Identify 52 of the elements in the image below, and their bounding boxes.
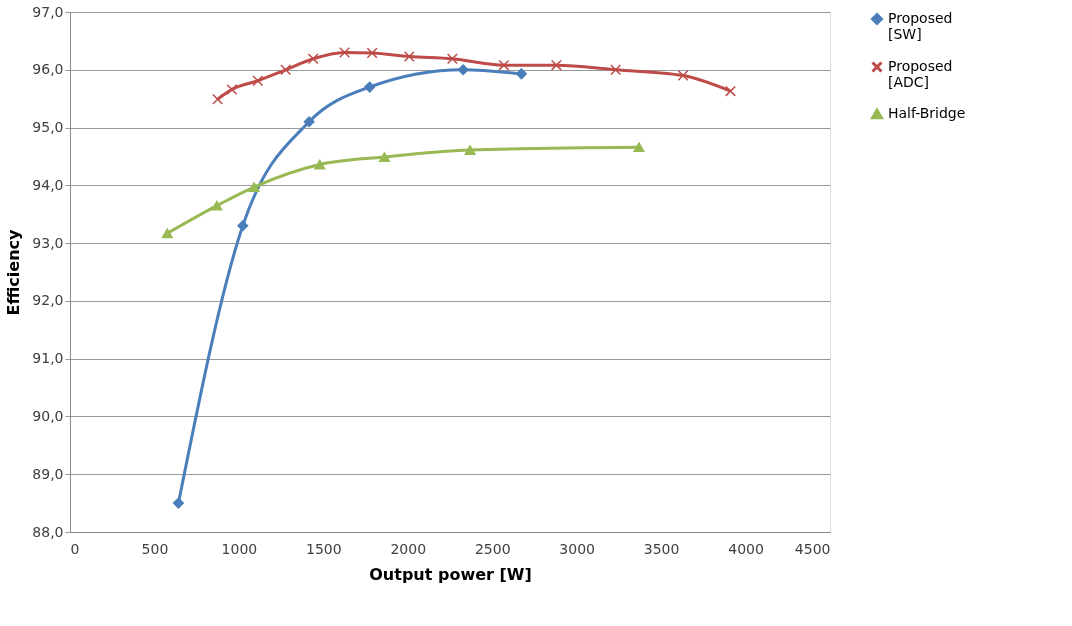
x-tick-label: 0 (70, 540, 80, 557)
x-tick-label: 4500 (794, 540, 831, 557)
y-tick-label: 97,0 (32, 3, 64, 20)
point (378, 152, 390, 162)
x-tick-label: 3500 (643, 540, 680, 557)
point (280, 64, 292, 76)
y-tick-label: 95,0 (32, 119, 64, 136)
legend-label: Proposed [SW] (888, 10, 953, 42)
y-tick-label: 92,0 (32, 292, 64, 309)
point (457, 64, 469, 76)
point (610, 64, 622, 76)
y-axis-title: Efficiency (4, 228, 24, 316)
x-tick-label: 1000 (221, 540, 258, 557)
y-tick-label: 93,0 (32, 234, 64, 251)
y-tick-label: 91,0 (32, 350, 64, 367)
point (403, 51, 415, 62)
point (303, 116, 315, 128)
point (314, 159, 326, 170)
point (677, 70, 689, 82)
point (212, 93, 224, 105)
legend-label: Proposed [ADC] (888, 58, 953, 90)
x-tick-label: 500 (141, 540, 169, 557)
point (226, 83, 238, 95)
point (248, 182, 260, 192)
x-tick-label: 2500 (474, 540, 511, 557)
point (446, 53, 458, 65)
point (498, 59, 510, 71)
y-tick-label: 88,0 (32, 523, 64, 540)
point (725, 85, 737, 97)
point (366, 47, 378, 59)
point (172, 497, 184, 509)
x-tick-label: 3000 (559, 540, 595, 557)
point (252, 75, 264, 87)
x-axis-title: Output power [W] (369, 564, 532, 584)
point (237, 220, 249, 232)
y-tick-label: 94,0 (32, 176, 64, 193)
y-tick-label: 89,0 (32, 465, 64, 482)
y-tick-label: 96,0 (32, 61, 64, 78)
point (339, 46, 351, 58)
point (464, 145, 476, 155)
x-tick-label: 4000 (728, 540, 764, 557)
point (515, 68, 527, 80)
point (211, 200, 223, 211)
point (161, 228, 173, 239)
legend-label: Half-Bridge (888, 105, 966, 121)
x-tick-label: 1500 (306, 540, 342, 557)
point (307, 53, 319, 65)
x-tick-label: 2000 (390, 540, 427, 557)
point (550, 59, 562, 71)
point (364, 81, 376, 93)
point (633, 142, 645, 153)
y-tick-label: 90,0 (32, 407, 64, 424)
